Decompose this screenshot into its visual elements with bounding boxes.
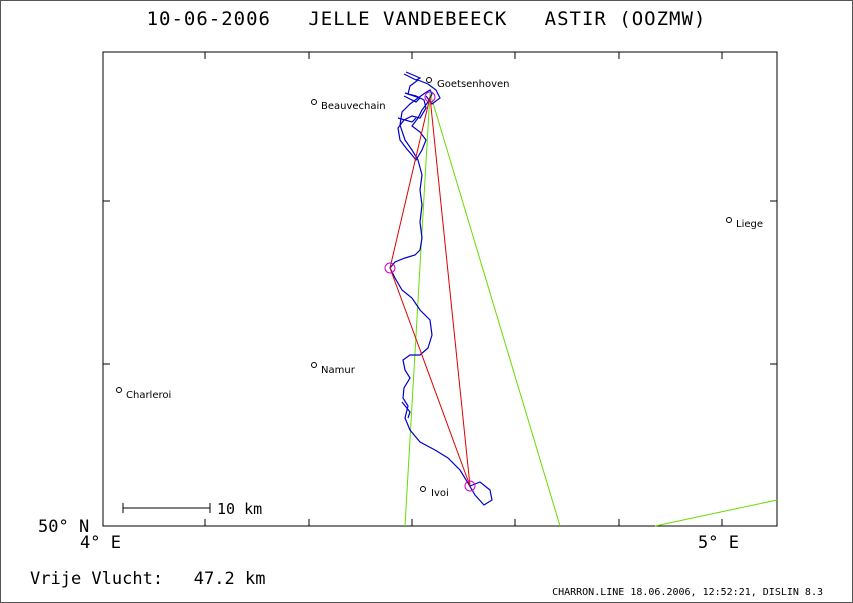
city-marker-namur <box>311 362 317 368</box>
task-legs <box>389 96 471 487</box>
turnpoint-3 <box>464 480 476 492</box>
city-label-charleroi: Charleroi <box>126 390 171 401</box>
map-title: 10-06-2006 JELLE VANDEBEECK ASTIR (OOZMW… <box>0 8 853 30</box>
axis-label-lon-min: 4° E <box>80 533 121 553</box>
credit-line: CHARRON.LINE 18.06.2006, 12:52:21, DISLI… <box>552 587 823 598</box>
airspace-line-right <box>429 92 561 527</box>
turnpoints <box>384 91 476 492</box>
axis-ticks <box>103 52 777 526</box>
city-label-goetsenhoven: Goetsenhoven <box>437 79 510 90</box>
task-leg-2 <box>389 267 471 487</box>
city-label-ivoi: Ivoi <box>431 488 449 499</box>
distance-summary: Vrije Vlucht: 47.2 km <box>30 569 265 589</box>
scale-bar-label: 10 km <box>217 500 262 518</box>
city-marker-liege <box>726 217 732 223</box>
city-marker-beauvechain <box>311 99 317 105</box>
city-label-namur: Namur <box>321 365 356 376</box>
flight-track <box>389 71 493 506</box>
plot-area <box>102 51 778 527</box>
city-label-liege: Liege <box>736 219 763 230</box>
track-turn-3 <box>397 117 417 123</box>
title-date: 10-06-2006 <box>146 8 271 30</box>
track-turn-2 <box>403 92 422 103</box>
track-turn-1 <box>403 71 422 81</box>
title-glider: ASTIR (OOZMW) <box>544 8 707 30</box>
city-marker-goetsenhoven <box>426 77 432 83</box>
track-polyline <box>389 79 493 506</box>
city-marker-ivoi <box>420 486 426 492</box>
task-leg-3 <box>429 96 471 487</box>
axis-label-lon-max: 5° E <box>698 533 739 553</box>
turnpoint-1 <box>424 91 436 103</box>
city-marker-charleroi <box>116 387 122 393</box>
turnpoint-2 <box>384 262 396 274</box>
city-label-beauvechain: Beauvechain <box>321 101 386 112</box>
distance-label: Vrije Vlucht: <box>30 569 164 589</box>
task-leg-1 <box>389 96 431 269</box>
axis-label-lat-min: 50° N <box>38 517 89 537</box>
title-pilot: JELLE VANDEBEECK <box>308 8 508 30</box>
airspace-line-left <box>404 92 431 527</box>
airspace-lines <box>404 92 778 527</box>
airspace-line-bottom <box>654 499 778 527</box>
city-markers: Goetsenhoven Beauvechain Liege Namur Cha… <box>116 77 763 499</box>
scale-bar <box>122 503 211 513</box>
track-turn-4 <box>401 401 411 419</box>
distance-value: 47.2 km <box>193 569 266 589</box>
